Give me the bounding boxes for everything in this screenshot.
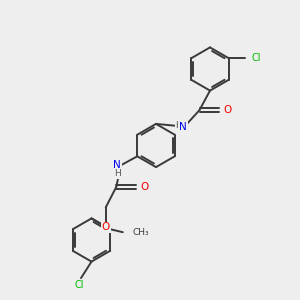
Text: O: O	[140, 182, 148, 192]
Text: Cl: Cl	[252, 53, 261, 63]
Text: H: H	[176, 121, 182, 130]
Text: O: O	[102, 222, 110, 233]
Text: O: O	[224, 105, 232, 115]
Text: N: N	[113, 160, 121, 170]
Text: H: H	[114, 169, 121, 178]
Text: CH₃: CH₃	[132, 228, 149, 237]
Text: Cl: Cl	[75, 280, 84, 290]
Text: N: N	[179, 122, 187, 132]
